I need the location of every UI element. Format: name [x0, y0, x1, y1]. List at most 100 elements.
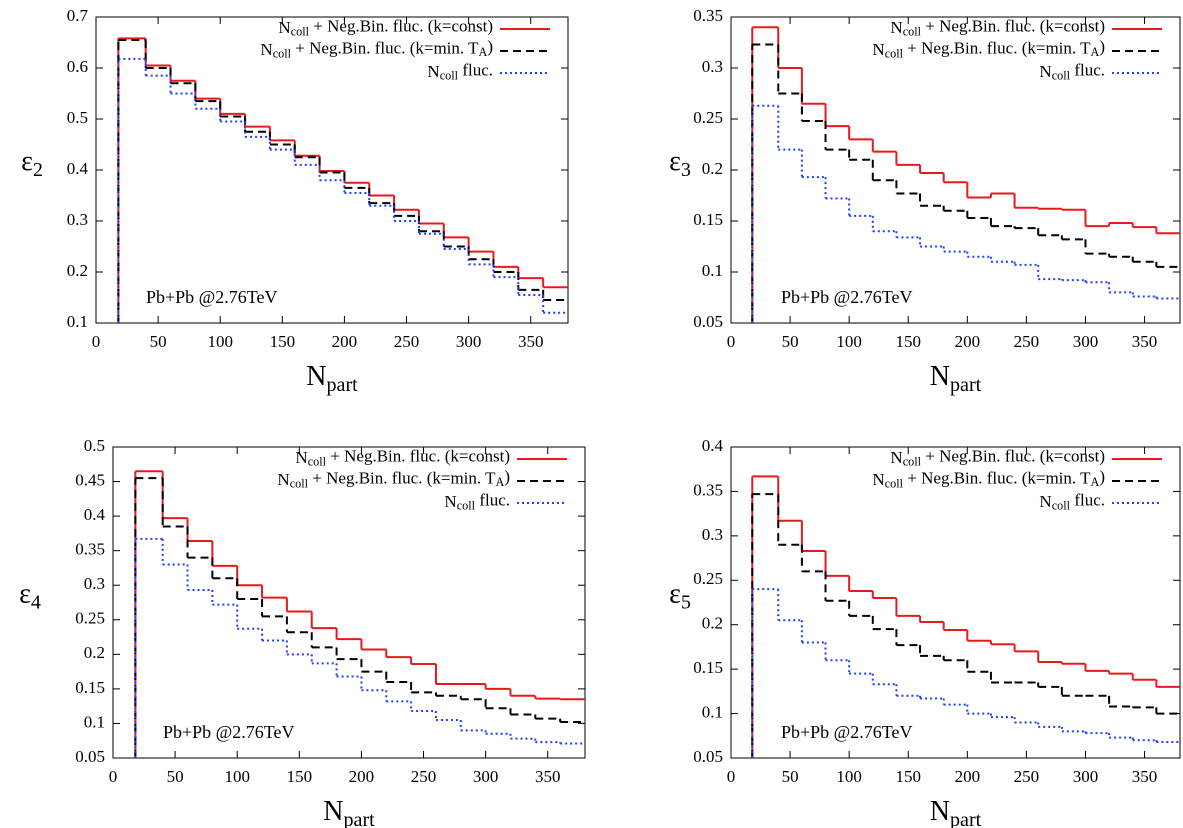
- y-axis-label: ε3: [669, 146, 691, 181]
- plot-frame: [95, 16, 569, 324]
- y-tick-label: 0.1: [67, 312, 88, 331]
- y-tick-label: 0.2: [702, 614, 723, 633]
- y-tick-label: 0.2: [702, 159, 723, 178]
- text-part: coll: [290, 476, 309, 490]
- text-part: N: [890, 18, 902, 37]
- text-part: coll: [273, 46, 292, 60]
- y-tick-label: 0.45: [75, 470, 105, 489]
- text-part: A: [1090, 475, 1099, 489]
- x-tick-label: 200: [349, 767, 375, 786]
- text-part: ε: [19, 579, 31, 610]
- panel: 0.05 0.1 0.15 0.2 0.25 0.3 0.35 0.4 0.45 0.5 0 50 10…: [19, 436, 586, 828]
- text-part: 3: [681, 159, 691, 181]
- y-tick-label: 0.05: [693, 747, 723, 766]
- text-part: coll: [291, 24, 310, 38]
- y-tick-label: 0.4: [702, 436, 724, 455]
- text-part: ε: [669, 579, 681, 610]
- text-part: N: [930, 361, 950, 392]
- text-part: N: [278, 18, 290, 37]
- text-part: + Neg.Bin. fluc. (k=const): [326, 446, 510, 465]
- y-tick-label: 0.15: [693, 210, 723, 229]
- x-tick-label: 350: [1132, 767, 1158, 786]
- legend-label: Ncoll fluc.: [1039, 60, 1105, 82]
- x-tick-label: 150: [895, 767, 921, 786]
- x-tick-label: 0: [727, 332, 736, 351]
- y-axis-label: ε4: [19, 579, 41, 614]
- text-part: fluc.: [458, 60, 493, 79]
- legend-label: Ncoll + Neg.Bin. fluc. (k=const): [295, 446, 510, 468]
- text-part: + Neg.Bin. fluc. (k=min. T: [903, 468, 1091, 487]
- x-tick-label: 250: [411, 767, 437, 786]
- y-tick-label: 0.25: [693, 569, 723, 588]
- plot-frame: [730, 446, 1181, 759]
- y-tick-label: 0.05: [693, 312, 723, 331]
- y-tick-label: 0.35: [693, 480, 723, 499]
- text-part: ): [504, 467, 510, 486]
- text-part: + Neg.Bin. fluc. (k=const): [309, 16, 493, 35]
- panel: 0.05 0.1 0.15 0.2 0.25 0.3 0.35 0 50 100 150 200 250…: [669, 6, 1181, 396]
- text-part: fluc.: [1070, 490, 1105, 509]
- text-part: + Neg.Bin. fluc. (k=const): [921, 446, 1105, 465]
- x-tick-label: 0: [92, 332, 101, 351]
- x-tick-label: 250: [1014, 332, 1040, 351]
- text-part: + Neg.Bin. fluc. (k=const): [921, 16, 1105, 35]
- y-tick-label: 0.1: [702, 261, 723, 280]
- text-part: N: [444, 492, 456, 511]
- x-tick-label: 100: [836, 767, 862, 786]
- text-part: coll: [1052, 68, 1071, 82]
- text-part: coll: [903, 24, 922, 38]
- x-tick-label: 0: [109, 767, 118, 786]
- text-part: coll: [885, 476, 904, 490]
- y-axis-label: ε2: [21, 146, 43, 181]
- y-tick-label: 0.4: [67, 159, 89, 178]
- legend-label: Ncoll fluc.: [427, 60, 493, 82]
- x-tick-label: 200: [955, 332, 981, 351]
- x-tick-label: 200: [955, 767, 981, 786]
- text-part: part: [326, 374, 358, 396]
- y-tick-label: 0.35: [75, 540, 105, 559]
- text-part: ): [487, 37, 493, 56]
- text-part: N: [295, 448, 307, 467]
- y-tick-label: 0.3: [84, 574, 105, 593]
- text-part: N: [323, 796, 343, 827]
- x-tick-label: 0: [727, 767, 736, 786]
- text-part: N: [260, 40, 272, 59]
- x-axis-label: Npart: [323, 796, 375, 828]
- text-part: N: [930, 796, 950, 827]
- text-part: A: [495, 475, 504, 489]
- text-part: part: [343, 809, 375, 828]
- y-tick-label: 0.2: [67, 261, 88, 280]
- y-tick-label: 0.15: [693, 658, 723, 677]
- annotation: Pb+Pb @2.76TeV: [163, 722, 294, 742]
- text-part: N: [306, 361, 326, 392]
- x-tick-label: 250: [394, 332, 420, 351]
- legend-label: Ncoll fluc.: [1039, 490, 1105, 512]
- text-part: part: [950, 809, 982, 828]
- y-tick-label: 0.35: [693, 6, 723, 25]
- text-part: fluc.: [475, 490, 510, 509]
- legend-label: Ncoll + Neg.Bin. fluc. (k=min. TA): [872, 37, 1105, 60]
- annotation: Pb+Pb @2.76TeV: [781, 722, 912, 742]
- text-part: fluc.: [1070, 60, 1105, 79]
- x-tick-label: 100: [224, 767, 250, 786]
- text-part: + Neg.Bin. fluc. (k=min. T: [903, 38, 1091, 57]
- text-part: coll: [440, 68, 459, 82]
- annotation: Pb+Pb @2.76TeV: [781, 287, 912, 307]
- text-part: ): [1099, 37, 1105, 56]
- x-tick-label: 150: [270, 332, 296, 351]
- y-tick-label: 0.05: [75, 747, 105, 766]
- text-part: coll: [308, 454, 327, 468]
- x-tick-label: 150: [895, 332, 921, 351]
- y-tick-label: 0.3: [702, 57, 723, 76]
- x-tick-label: 300: [1073, 767, 1099, 786]
- x-tick-label: 350: [1132, 332, 1158, 351]
- y-tick-label: 0.25: [693, 108, 723, 127]
- legend-label: Ncoll fluc.: [444, 490, 510, 512]
- y-tick-label: 0.1: [84, 712, 105, 731]
- text-part: + Neg.Bin. fluc. (k=min. T: [291, 38, 479, 57]
- panel: 0.05 0.1 0.15 0.2 0.25 0.3 0.35 0.4 0 50 100 150 200…: [669, 436, 1181, 828]
- y-tick-label: 0.1: [702, 702, 723, 721]
- x-tick-label: 50: [782, 767, 799, 786]
